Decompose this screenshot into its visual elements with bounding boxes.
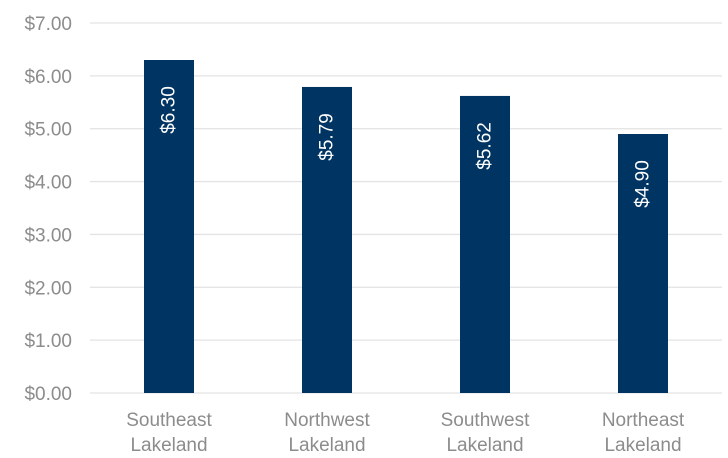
bar-data-label: $5.62 — [475, 122, 496, 170]
x-category-label: Southwest Lakeland — [441, 410, 530, 456]
bar — [460, 95, 510, 393]
y-tick-label: $5.00 — [24, 120, 72, 141]
y-tick-label: $6.00 — [24, 67, 72, 88]
y-tick-label: $2.00 — [24, 278, 72, 299]
y-tick-label: $0.00 — [24, 384, 72, 405]
bar — [302, 86, 352, 393]
y-tick-label: $7.00 — [24, 14, 72, 35]
gridlines — [90, 22, 722, 394]
y-axis-tick-labels: $0.00 $1.00 $2.00 $3.00 $4.00 $5.00 $6.00 $7.00 — [24, 14, 72, 405]
x-category-label: Northeast Lakeland — [602, 410, 685, 456]
data-labels: $6.30 $5.79 $5.62 $4.90 — [159, 86, 654, 208]
bar — [144, 60, 194, 393]
x-category-label: Northwest Lakeland — [284, 410, 370, 456]
x-axis-category-labels: Southeast Lakeland Northwest Lakeland Southw… — [126, 410, 685, 456]
x-category-label: Southeast Lakeland — [126, 410, 212, 456]
bar-data-label: $6.30 — [159, 86, 180, 134]
y-tick-label: $3.00 — [24, 225, 72, 246]
bar — [618, 134, 668, 393]
bar-data-label: $5.79 — [317, 113, 338, 161]
y-tick-label: $1.00 — [24, 331, 72, 352]
bars — [144, 60, 668, 393]
bar-data-label: $4.90 — [633, 160, 654, 208]
y-tick-label: $4.00 — [24, 173, 72, 194]
